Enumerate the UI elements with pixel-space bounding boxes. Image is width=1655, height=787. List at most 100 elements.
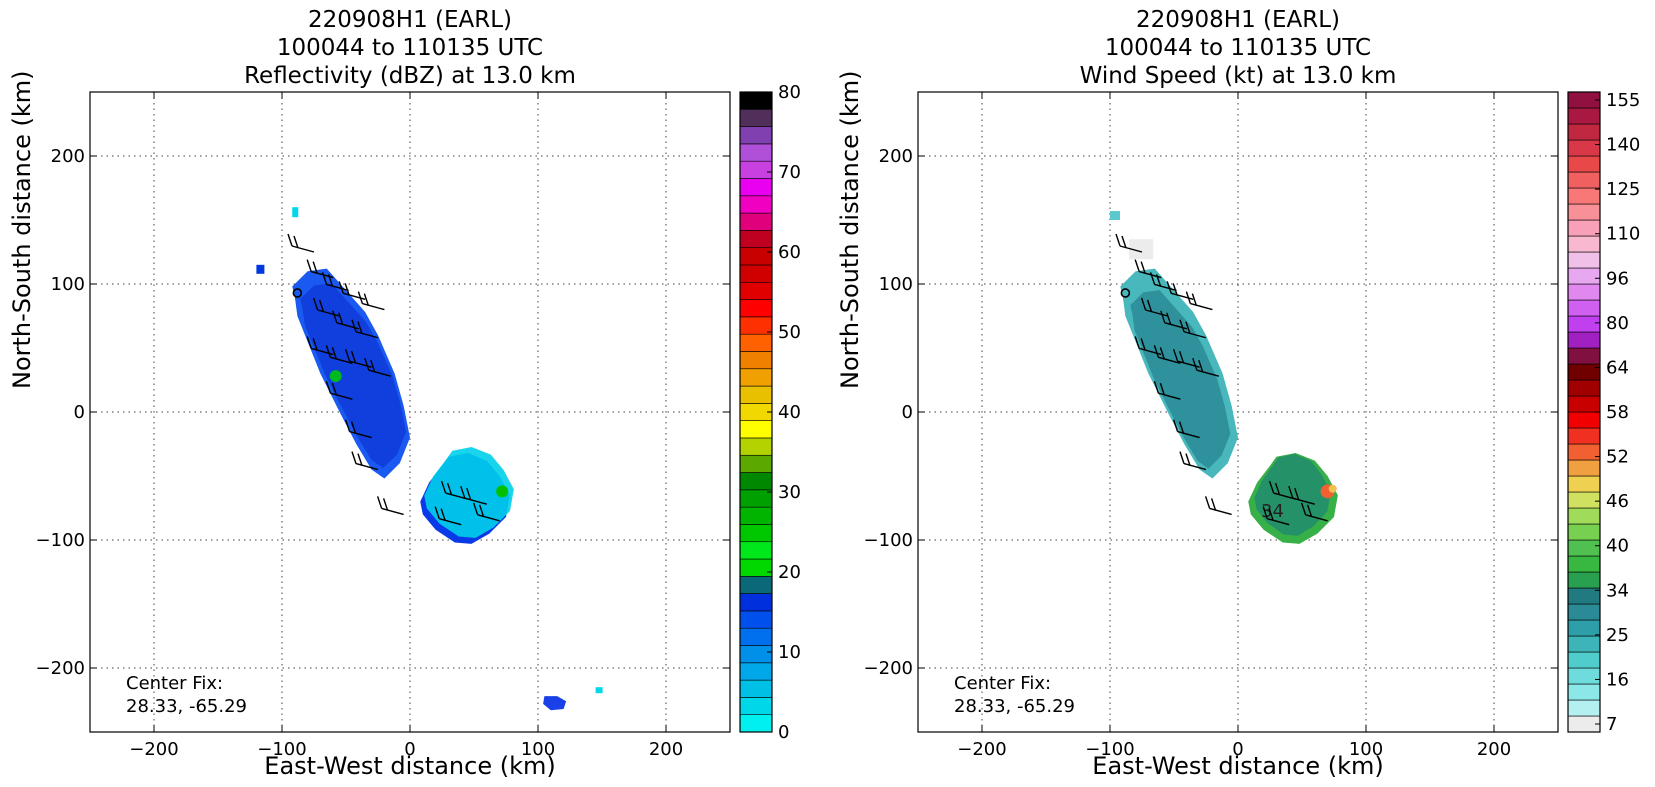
wind-barb <box>351 319 379 339</box>
data-region-small-echo <box>256 264 265 274</box>
colorbar-tick-label: 58 <box>1606 402 1629 423</box>
colorbar-segment <box>739 178 773 197</box>
wind-barb <box>338 281 366 301</box>
data-field: 34 <box>1110 211 1338 544</box>
y-tick-label: −100 <box>864 530 913 551</box>
colorbar-segment <box>1567 299 1601 317</box>
colorbar-segment <box>739 264 773 283</box>
wind-barb <box>376 496 404 516</box>
x-tick-label: −200 <box>129 739 178 760</box>
x-tick-label: 0 <box>1232 739 1243 760</box>
colorbar-segment <box>739 108 773 127</box>
colorbar-segment <box>739 454 773 473</box>
y-tick-label: −100 <box>36 530 85 551</box>
colorbar-segment <box>739 679 773 698</box>
colorbar-tick-label: 80 <box>778 82 801 103</box>
chart-title: 220908H1 (EARL) 100044 to 110135 UTC Win… <box>918 6 1558 90</box>
wind-barb <box>1185 291 1213 311</box>
center-fix-annotation: Center Fix: 28.33, -65.29 <box>126 672 247 718</box>
colorbar-segment <box>739 645 773 664</box>
y-tick-label: 100 <box>879 274 913 295</box>
center-marker <box>1120 288 1131 298</box>
wind-barb <box>344 419 372 439</box>
data-region-core <box>300 283 407 469</box>
colorbar-segment <box>739 195 773 214</box>
colorbar-segment <box>1567 123 1601 141</box>
wind-barb <box>1172 419 1200 439</box>
wind-barb <box>1115 233 1143 253</box>
data-region-small-echo <box>292 207 299 218</box>
colorbar-segment <box>1567 187 1601 205</box>
wind-barb <box>1179 451 1207 471</box>
colorbar-segment <box>739 524 773 543</box>
colorbar-segment <box>739 212 773 231</box>
colorbar-tick-label: 140 <box>1606 135 1640 156</box>
chart-title: 220908H1 (EARL) 100044 to 110135 UTC Ref… <box>90 6 730 90</box>
colorbar-segment <box>1567 139 1601 157</box>
center-fix-annotation: Center Fix: 28.33, -65.29 <box>954 672 1075 718</box>
colorbar-tick-label: 155 <box>1606 90 1640 111</box>
colorbar-segment <box>1567 651 1601 669</box>
x-axis-label: East-West distance (km) <box>264 752 556 780</box>
reflectivity-panel: 220908H1 (EARL) 100044 to 110135 UTC Ref… <box>0 0 827 787</box>
colorbar-segment <box>1567 555 1601 573</box>
colorbar-segment <box>1567 315 1601 333</box>
colorbar-segment <box>739 385 773 404</box>
colorbar-segment <box>1567 267 1601 285</box>
colorbar-segment <box>1567 459 1601 477</box>
wind-barb <box>1179 319 1207 339</box>
colorbar-tick-label: 25 <box>1606 625 1629 646</box>
colorbar-tick-label: 7 <box>1606 714 1617 735</box>
x-tick-label: −200 <box>957 739 1006 760</box>
wind-speed-plot: 34 −200 −100 0 100 200 −200 −100 0 100 200 7 16 25 34 4… <box>864 90 1641 760</box>
wind-barb <box>460 485 487 505</box>
colorbar-segment <box>1567 683 1601 701</box>
colorbar: 0 10 20 30 40 50 60 70 80 <box>739 82 801 743</box>
tick-labels: −200 −100 0 100 200 −200 −100 0 100 200 <box>36 92 730 760</box>
wind-barbs <box>287 233 500 526</box>
data-region-hotspot <box>496 485 509 498</box>
colorbar-segment <box>1567 427 1601 445</box>
colorbar-tick-label: 96 <box>1606 268 1629 289</box>
colorbar-segment <box>739 299 773 318</box>
colorbar-segment <box>739 610 773 629</box>
colorbar-segment <box>1567 571 1601 589</box>
colorbar-segment <box>739 351 773 370</box>
colorbar-segment <box>1567 619 1601 637</box>
x-tick-label: 200 <box>1477 739 1511 760</box>
wind-barb <box>287 233 315 253</box>
wind-barb <box>1192 357 1219 377</box>
data-region-hotspot <box>1328 484 1337 493</box>
title-line-1: 220908H1 (EARL) <box>1135 7 1341 33</box>
colorbar-segment <box>739 541 773 560</box>
wind-barbs <box>1115 233 1328 526</box>
colorbar-segment <box>1567 171 1601 189</box>
colorbar-tick-label: 70 <box>778 162 801 183</box>
wind-barb <box>321 272 349 292</box>
data-region-core <box>1130 290 1231 469</box>
wind-barb <box>1300 502 1328 522</box>
colorbar-segment <box>739 714 773 733</box>
colorbar-segment <box>1567 443 1601 461</box>
data-region-light <box>424 446 514 538</box>
wind-barb <box>472 502 500 522</box>
wind-barb <box>434 506 462 526</box>
colorbar-segment <box>1567 235 1601 253</box>
colorbar-segment <box>739 143 773 162</box>
data-region-small-echo <box>595 687 603 694</box>
wind-barb <box>1288 485 1315 505</box>
data-region-small-cell-south <box>543 696 567 711</box>
wind-barb <box>1262 506 1290 526</box>
colorbar-segment <box>739 558 773 577</box>
colorbar-segment <box>739 247 773 266</box>
colorbar-segment <box>739 368 773 387</box>
data-region-light <box>1129 239 1154 260</box>
wind-barb <box>1166 281 1194 301</box>
colorbar-segment <box>739 576 773 594</box>
colorbar-segment <box>739 593 773 612</box>
colorbar-segment <box>739 697 773 716</box>
colorbar-tick-label: 40 <box>778 402 801 423</box>
colorbar-segment <box>1567 107 1601 125</box>
wind-barb <box>325 380 353 400</box>
colorbar-segment <box>1567 539 1601 557</box>
